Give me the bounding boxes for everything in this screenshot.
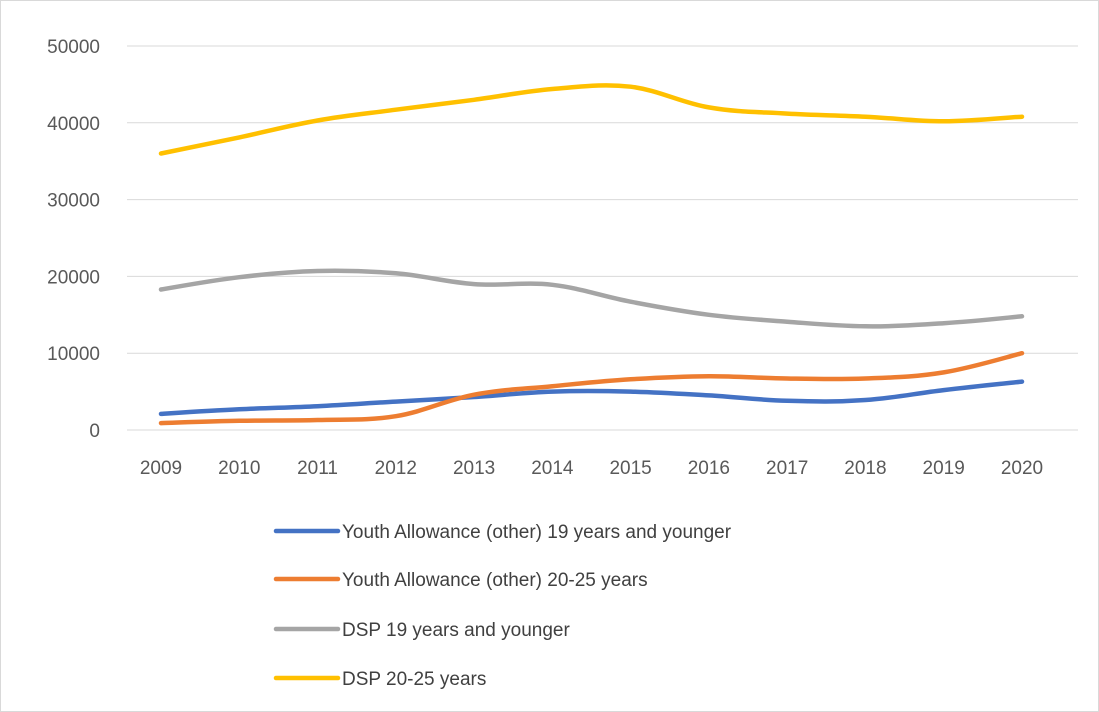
x-tick-label: 2018 <box>844 458 886 479</box>
gridlines <box>127 45 1078 431</box>
y-tick-label: 20000 <box>47 267 100 288</box>
series-line-3 <box>158 268 1025 329</box>
y-tick-label: 10000 <box>47 344 100 365</box>
y-tick-label: 30000 <box>47 191 100 212</box>
x-tick-label: 2014 <box>531 458 574 479</box>
legend-label: DSP 19 years and younger <box>342 620 570 641</box>
y-tick-label: 40000 <box>47 114 100 135</box>
legend: Youth Allowance (other) 19 years and you… <box>273 522 732 690</box>
y-tick-label: 0 <box>89 421 100 442</box>
legend-label: DSP 20-25 years <box>342 669 486 690</box>
y-tick-label: 50000 <box>47 37 100 58</box>
series-line-1 <box>158 379 1025 417</box>
x-tick-label: 2020 <box>1001 458 1043 479</box>
x-tick-label: 2016 <box>688 458 730 479</box>
series-line-4 <box>158 83 1025 156</box>
x-tick-label: 2009 <box>140 458 182 479</box>
x-tick-label: 2011 <box>297 458 338 479</box>
x-axis-tick-labels: 2009 2010 2011 2012 2013 2014 2015 2016 2017 2018… <box>140 458 1043 479</box>
legend-label: Youth Allowance (other) 20-25 years <box>342 570 648 591</box>
series-lines <box>158 83 1025 426</box>
y-axis-tick-labels: 0 10000 20000 30000 40000 50000 <box>47 37 100 442</box>
x-tick-label: 2012 <box>375 458 417 479</box>
x-tick-label: 2015 <box>609 458 651 479</box>
x-tick-label: 2010 <box>218 458 260 479</box>
x-tick-label: 2019 <box>923 458 965 479</box>
legend-label: Youth Allowance (other) 19 years and you… <box>342 522 732 543</box>
x-tick-label: 2013 <box>453 458 495 479</box>
x-tick-label: 2017 <box>766 458 808 479</box>
series-line-2 <box>158 350 1025 426</box>
